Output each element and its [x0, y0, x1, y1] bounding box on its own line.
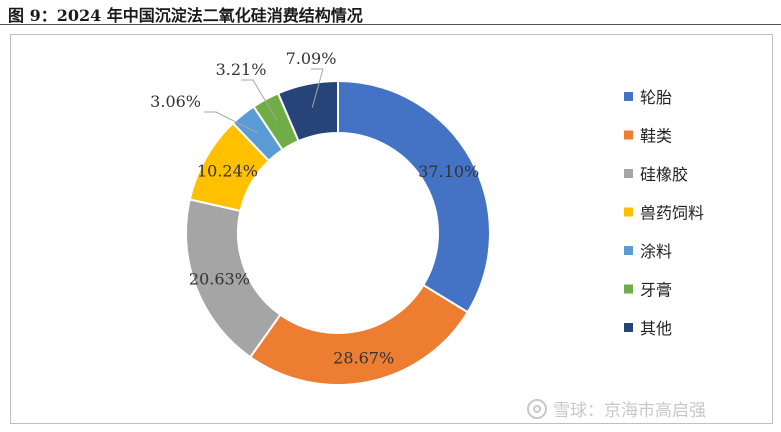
slice-6-label: 3.21%: [216, 60, 267, 79]
legend-label-5: 涂料: [640, 242, 672, 261]
snowball-logo-icon: [527, 398, 547, 419]
legend-label-3: 硅橡胶: [640, 165, 688, 184]
legend-swatch-3: [624, 169, 633, 178]
slice-5-label: 3.06%: [150, 92, 201, 111]
donut-chart: 37.10%28.67%20.63%10.24%3.06%3.21%7.09% …: [150, 49, 704, 386]
slice-7-leader-line: [311, 68, 324, 108]
slice-2-label: 28.67%: [333, 348, 394, 367]
legend-swatch-2: [624, 130, 633, 140]
watermark: 雪球：京海市高启强: [527, 396, 706, 421]
legend-swatch-1: [624, 92, 633, 101]
chart-frame: 37.10% 28.67% 20.63% 10.24% 3.06% 3.21% 7.09% …: [10, 34, 773, 424]
legend-label-2: 鞋类: [640, 127, 672, 146]
slice-7-label: 7.09%: [286, 49, 337, 68]
donut-slices: [185, 79, 491, 386]
slice-5-leader-line: [204, 111, 259, 134]
legend-swatch-5: [624, 246, 633, 255]
figure-title: 图 9：2024 年中国沉淀法二氧化硅消费结构情况: [8, 6, 363, 25]
slice-4-label: 10.24%: [197, 161, 258, 180]
watermark-text: 雪球：京海市高启强: [553, 401, 706, 421]
slice-labels: 37.10% 28.67% 20.63% 10.24% 3.06% 3.21% 7.09%: [150, 49, 479, 367]
legend-label-1: 轮胎: [640, 88, 672, 107]
slice-3-label: 20.63%: [189, 270, 250, 289]
slice-7-arc: [276, 79, 339, 143]
slice-2-arc: [248, 283, 470, 386]
slice-1-label: 37.10%: [418, 162, 479, 181]
legend-label-6: 牙膏: [640, 281, 672, 300]
legend-label-7: 其他: [640, 319, 672, 338]
legend-swatch-7: [624, 323, 633, 332]
slice-6-leader-line: [241, 79, 278, 121]
slice-1-arc: [337, 79, 491, 314]
legend-swatch-4: [624, 207, 633, 217]
title-divider: [0, 24, 781, 25]
legend-swatch-6: [624, 284, 633, 294]
leader-lines: [204, 68, 324, 134]
legend-label-4: 兽药饲料: [640, 204, 704, 223]
